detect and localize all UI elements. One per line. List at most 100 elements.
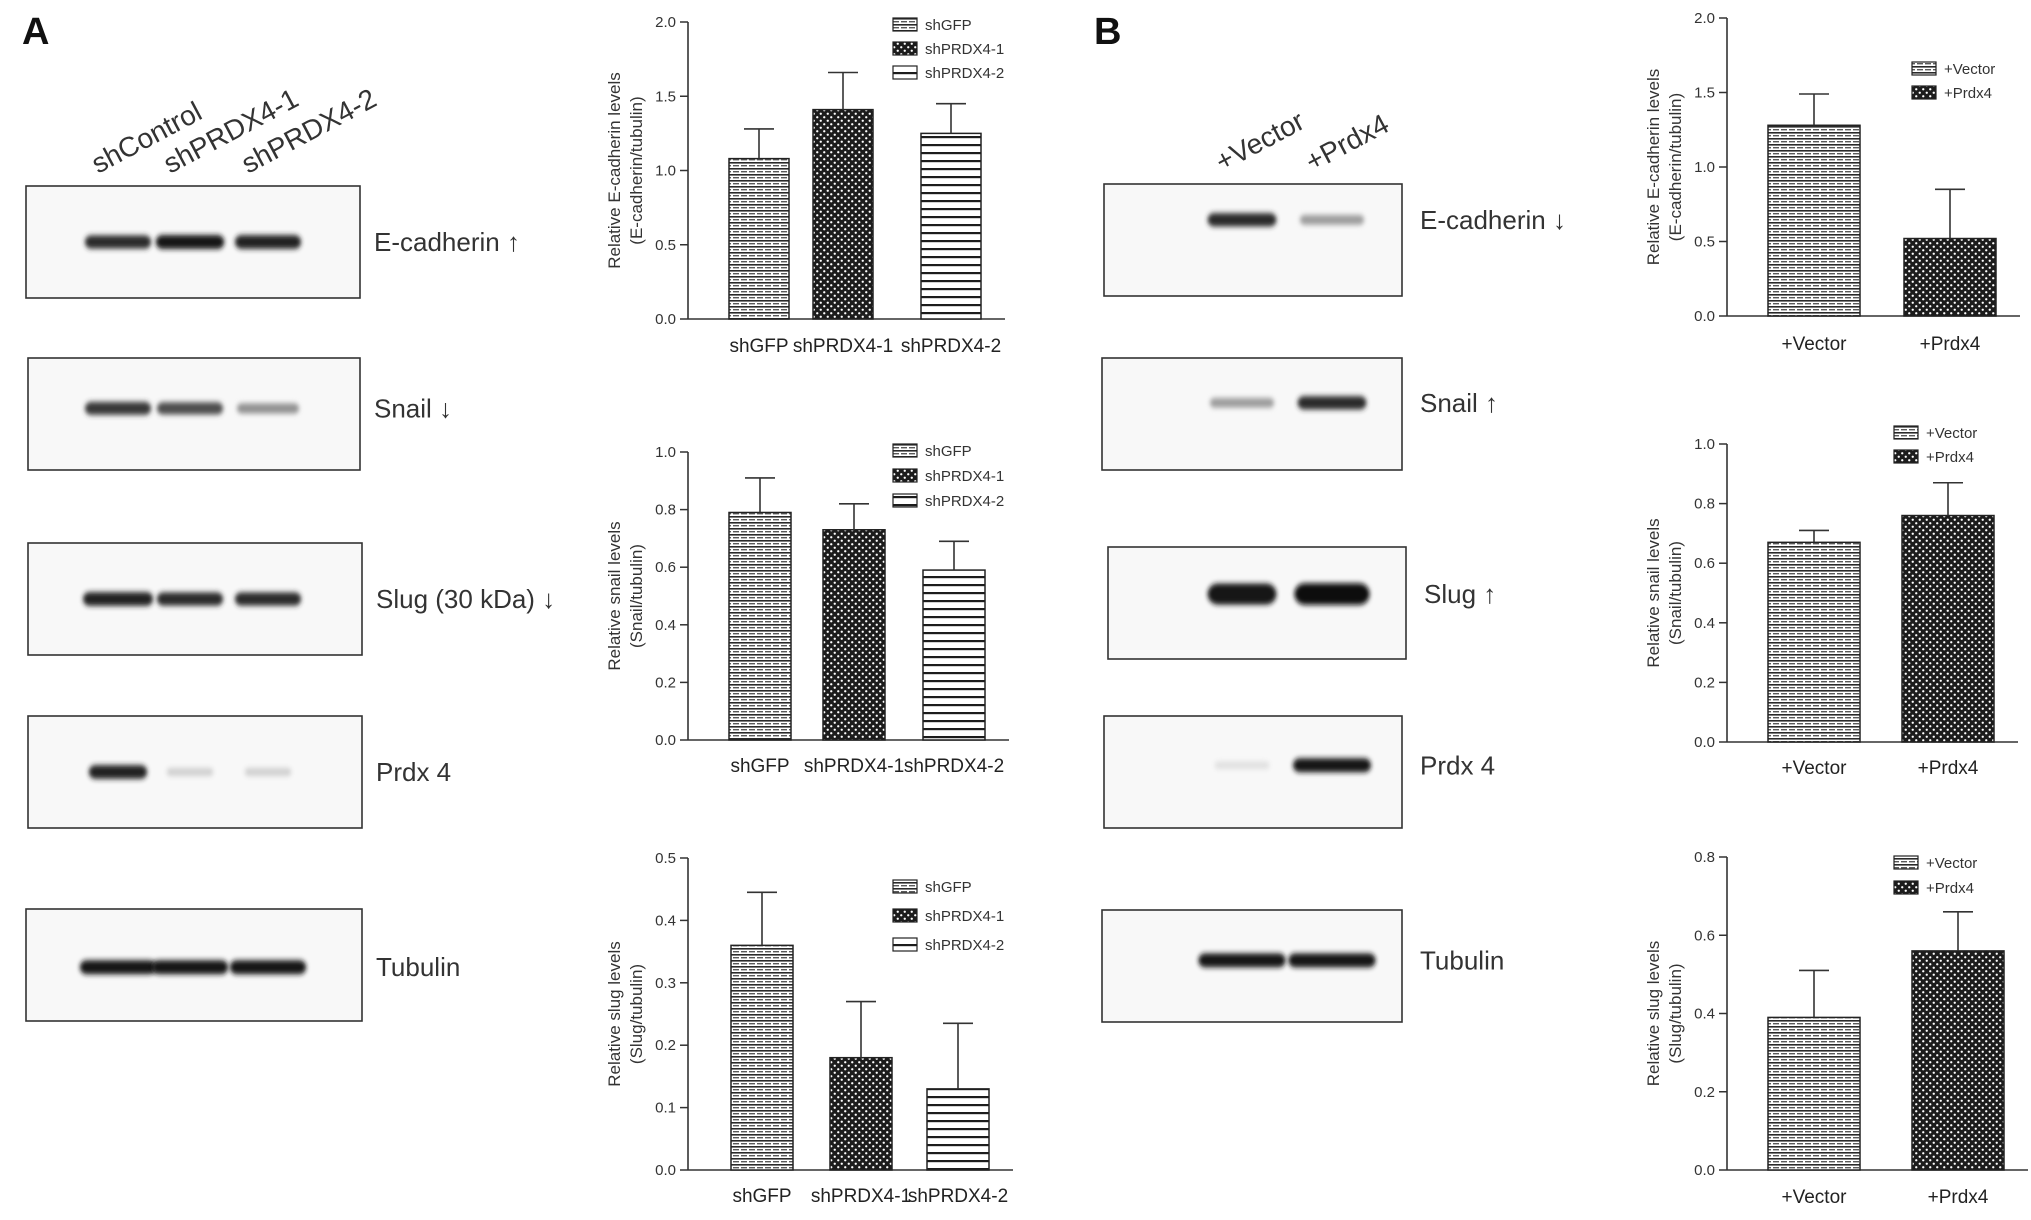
legend-swatch [1911,85,1937,100]
legend-swatch [892,17,918,32]
blot-prdx-4: Prdx 4 [27,715,451,829]
legend-label: shPRDX4-1 [925,468,1004,485]
blot-label: Snail ↑ [1420,388,1498,418]
blot-band [166,767,214,777]
x-category-label: shGFP [729,336,788,357]
bar [822,529,886,741]
y-tick-label: 0.4 [1694,615,1715,632]
blot-band [229,960,307,975]
y-tick-label: 0.4 [1694,1006,1715,1023]
bar [730,944,794,1171]
lane-label: +Vector [1210,105,1309,177]
y-axis-label: (Snail/tubulin) [627,544,646,648]
bar-chart-6: 0.0 0.2 0.4 0.6 0.8 Relative slug levels (Slug… [1644,849,2028,1208]
y-tick-label: 0.8 [1694,496,1715,513]
x-category-label: shPRDX4-1 [793,336,893,357]
blot-band [1288,953,1376,968]
blot-band [1294,583,1370,605]
blot-snail: Snail ↓ [27,357,452,471]
y-tick-label: 0.5 [655,850,676,867]
y-axis-label: (Snail/tubulin) [1666,541,1685,645]
blot-e-cadherin: E-cadherin ↓ [1103,183,1566,297]
legend-label: +Prdx4 [1926,880,1974,897]
legend-swatch [1893,880,1919,895]
y-tick-label: 0.5 [655,237,676,254]
legend-label: +Vector [1926,425,1977,442]
x-category-label: shPRDX4-1 [804,756,904,777]
x-category-label: +Vector [1782,758,1848,779]
y-tick-label: 1.0 [1694,159,1715,176]
blot-band [84,401,152,415]
legend-label: shGFP [925,17,972,34]
legend-label: shGFP [925,443,972,460]
legend-label: +Prdx4 [1926,449,1974,466]
blot-slug-30-kda-: Slug (30 kDa) ↓ [27,542,555,656]
blot-band [236,403,300,414]
legend-swatch [892,908,918,923]
blot-slug: Slug ↑ [1107,546,1496,660]
bar [812,108,874,320]
bar [922,569,986,741]
y-tick-label: 0.8 [1694,849,1715,866]
x-category-label: shPRDX4-2 [901,336,1001,357]
bar-charts: 0.0 0.5 1.0 1.5 2.0 Relative E-cadherin level… [605,10,2028,1208]
y-tick-label: 1.0 [655,163,676,180]
blot-band [1297,396,1367,410]
blot-band [151,960,229,975]
lane-label: +Prdx4 [1300,108,1394,177]
legend-swatch [892,879,918,894]
bar-chart-4: 0.0 0.5 1.0 1.5 2.0 Relative E-cadherin level… [1644,10,2020,355]
legend-label: shPRDX4-1 [925,908,1004,925]
legend-swatch [892,937,918,952]
legend-label: shPRDX4-2 [925,937,1004,954]
blot-band [155,234,225,250]
y-tick-label: 2.0 [1694,10,1715,27]
blot-band [79,960,157,975]
blot-band [234,235,302,249]
blot-frame [25,185,361,299]
bar [1767,1016,1861,1171]
bar [829,1056,893,1171]
legend-swatch [1911,61,1937,76]
y-tick-label: 0.0 [1694,734,1715,751]
bar [1911,950,2005,1171]
y-axis-label: (E-cadherin/tubulin) [1666,93,1685,241]
blot-tubulin: Tubulin [25,908,460,1022]
bar-chart-5: 0.0 0.2 0.4 0.6 0.8 1.0 Relative snail levels(… [1644,425,2018,779]
blot-band [88,765,148,779]
x-category-label: shPRDX4-2 [904,756,1004,777]
blot-band [244,767,292,777]
panel-b-western-blots: +Vector+Prdx4 E-cadherin ↓ Snail ↑ Slug ↑ Pr… [1101,105,1566,1023]
blot-tubulin: Tubulin [1101,909,1504,1023]
x-category-label: shPRDX4-1 [811,1186,911,1207]
panel-a-letter: A [22,11,49,53]
bar [1767,541,1861,743]
bar-chart-3: 0.0 0.1 0.2 0.3 0.4 0.5 Relative slug levels (S… [605,850,1013,1207]
blot-label: Slug (30 kDa) ↓ [376,584,555,614]
y-tick-label: 0.2 [1694,674,1715,691]
y-tick-label: 0.6 [655,559,676,576]
blot-label: Tubulin [1420,945,1504,975]
blot-label: Prdx 4 [1420,750,1495,780]
bar [728,157,790,320]
y-axis-label: (E-cadherin/tubulin) [627,96,646,244]
blot-label: Slug ↑ [1424,579,1496,609]
blot-prdx-4: Prdx 4 [1103,715,1495,829]
x-category-label: shPRDX4-2 [908,1186,1008,1207]
y-tick-label: 0.4 [655,912,676,929]
blot-band [1214,761,1270,770]
y-tick-label: 0.3 [655,975,676,992]
blot-band [234,592,302,606]
y-tick-label: 2.0 [655,14,676,31]
y-axis-label: Relative snail levels [605,521,624,670]
legend-swatch [892,65,918,80]
legend-swatch [892,443,918,458]
blot-band [1198,953,1286,968]
legend-label: shPRDX4-2 [925,493,1004,510]
y-tick-label: 0.5 [1694,234,1715,251]
legend-label: +Vector [1944,61,1995,78]
y-axis-label: Relative snail levels [1644,518,1663,667]
blot-band [1209,397,1275,408]
